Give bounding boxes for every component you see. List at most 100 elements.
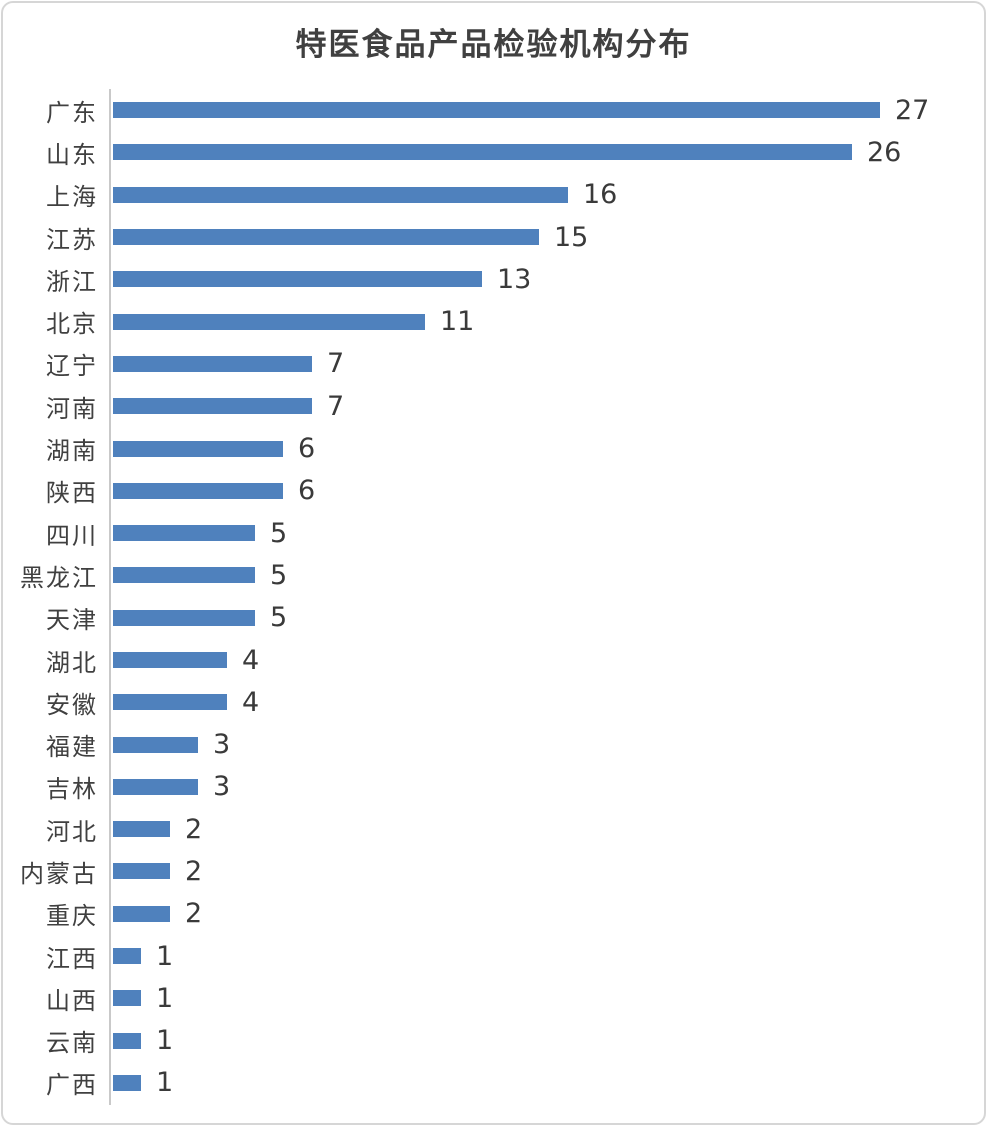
plot-area: 广东 27 山东 26 上海 16 江苏 15 浙江 13 北京 11 辽宁 7… — [3, 89, 984, 1105]
bar-row: 福建 3 — [3, 723, 984, 765]
value-label: 11 — [440, 306, 475, 338]
category-label: 浙江 — [46, 267, 98, 296]
bar — [113, 694, 227, 711]
category-label: 广西 — [46, 1071, 98, 1100]
bar — [113, 313, 425, 330]
category-label: 湖南 — [46, 437, 98, 466]
bar-row: 内蒙古 2 — [3, 850, 984, 892]
category-label: 山东 — [46, 140, 98, 169]
category-label: 湖北 — [46, 648, 98, 677]
bar-row: 重庆 2 — [3, 893, 984, 935]
value-label: 1 — [156, 940, 174, 972]
value-label: 26 — [867, 136, 902, 168]
category-label: 山西 — [46, 986, 98, 1015]
value-label: 3 — [213, 729, 231, 761]
bar-row: 广东 27 — [3, 89, 984, 131]
value-label: 16 — [583, 179, 618, 211]
value-label: 1 — [156, 982, 174, 1014]
bar-row: 江苏 15 — [3, 216, 984, 258]
category-label: 福建 — [46, 733, 98, 762]
category-axis-line — [109, 89, 111, 1105]
bar — [113, 525, 255, 542]
bar — [113, 102, 880, 119]
bar — [113, 652, 227, 668]
category-label: 北京 — [46, 310, 98, 339]
bar-row: 云南 1 — [3, 1020, 984, 1062]
value-label: 5 — [270, 517, 288, 549]
bar — [113, 863, 170, 880]
category-label: 广东 — [46, 98, 98, 127]
value-label: 1 — [156, 1025, 174, 1057]
bar-row: 吉林 3 — [3, 766, 984, 808]
value-label: 15 — [554, 221, 589, 253]
value-label: 27 — [895, 94, 930, 126]
category-label: 河南 — [46, 394, 98, 423]
value-label: 4 — [242, 686, 260, 718]
bar-row: 山西 1 — [3, 977, 984, 1019]
bar-row: 湖南 6 — [3, 427, 984, 469]
value-label: 1 — [156, 1067, 174, 1099]
bar-row: 北京 11 — [3, 300, 984, 342]
bar — [113, 948, 141, 965]
bar — [113, 229, 539, 246]
bar — [113, 905, 170, 922]
bar — [113, 186, 568, 203]
bar-row: 陕西 6 — [3, 470, 984, 512]
bar-row: 辽宁 7 — [3, 343, 984, 385]
value-label: 6 — [298, 475, 316, 507]
bar — [113, 778, 198, 795]
bar-row: 湖北 4 — [3, 639, 984, 681]
bar-row: 河北 2 — [3, 808, 984, 850]
bar — [113, 482, 283, 499]
bar-row: 黑龙江 5 — [3, 554, 984, 596]
bar — [113, 736, 198, 753]
chart-title: 特医食品产品检验机构分布 — [295, 27, 692, 63]
bar-row: 广西 1 — [3, 1062, 984, 1104]
category-label: 陕西 — [46, 479, 98, 508]
value-label: 7 — [327, 348, 345, 380]
value-label: 5 — [270, 602, 288, 634]
bar — [113, 567, 255, 584]
category-label: 辽宁 — [46, 352, 98, 381]
bar-row: 安徽 4 — [3, 681, 984, 723]
bar — [113, 398, 312, 415]
category-label: 江西 — [46, 944, 98, 973]
category-label: 江苏 — [46, 225, 98, 254]
value-label: 13 — [497, 263, 532, 295]
bar — [113, 271, 482, 288]
bar — [113, 440, 283, 457]
bar-row: 江西 1 — [3, 935, 984, 977]
value-label: 2 — [185, 898, 203, 930]
bar — [113, 144, 852, 161]
value-label: 5 — [270, 559, 288, 591]
bar-rows-container: 广东 27 山东 26 上海 16 江苏 15 浙江 13 北京 11 辽宁 7… — [3, 89, 984, 1105]
category-label: 内蒙古 — [20, 859, 98, 888]
category-label: 四川 — [46, 521, 98, 550]
category-label: 吉林 — [46, 775, 98, 804]
bar-row: 天津 5 — [3, 597, 984, 639]
value-label: 7 — [327, 390, 345, 422]
category-label: 黑龙江 — [20, 563, 98, 592]
category-label: 天津 — [46, 606, 98, 635]
bar-row: 上海 16 — [3, 174, 984, 216]
bar-row: 四川 5 — [3, 512, 984, 554]
category-label: 河北 — [46, 817, 98, 846]
value-label: 4 — [242, 644, 260, 676]
value-label: 2 — [185, 855, 203, 887]
bar — [113, 990, 141, 1007]
bar — [113, 355, 312, 372]
bar — [113, 1032, 141, 1049]
bar-row: 山东 26 — [3, 131, 984, 173]
category-label: 上海 — [46, 183, 98, 212]
category-label: 重庆 — [46, 902, 98, 931]
bar-row: 浙江 13 — [3, 258, 984, 300]
value-label: 2 — [185, 813, 203, 845]
bar — [113, 1074, 141, 1091]
category-label: 安徽 — [46, 690, 98, 719]
bar — [113, 609, 255, 626]
value-label: 3 — [213, 771, 231, 803]
bar — [113, 821, 170, 838]
bar-row: 河南 7 — [3, 385, 984, 427]
category-label: 云南 — [46, 1029, 98, 1058]
